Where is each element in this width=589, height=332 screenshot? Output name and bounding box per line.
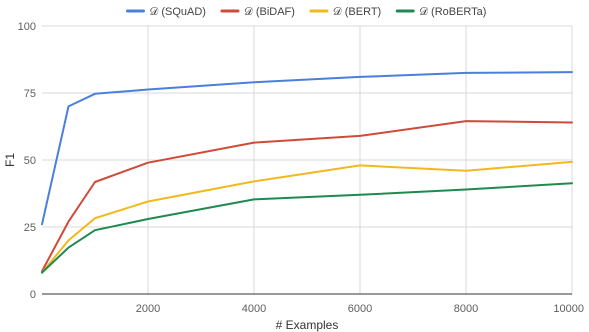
grid-lines	[42, 25, 573, 294]
legend-item: 𝒟 (BiDAF)	[220, 6, 295, 18]
y-tick-labels: 0 25 50 75 100	[18, 21, 36, 301]
x-tick-label: 10000	[553, 303, 584, 315]
series-line	[41, 160, 573, 274]
y-tick-label: 75	[24, 88, 36, 100]
series-line	[41, 71, 573, 226]
legend-label: 𝒟 (BERT)	[333, 6, 381, 18]
y-tick-label: 50	[24, 155, 36, 167]
legend-item: 𝒟 (BERT)	[309, 6, 381, 18]
series-line	[41, 182, 573, 274]
x-tick-label: 2000	[136, 303, 160, 315]
legend-item: 𝒟 (SQuAD)	[126, 6, 206, 18]
legend-label: 𝒟 (BiDAF)	[244, 6, 295, 18]
legend-label: 𝒟 (SQuAD)	[150, 6, 206, 18]
y-tick-label: 25	[24, 222, 36, 234]
legend-label: 𝒟 (RoBERTa)	[419, 6, 486, 18]
x-axis-title: # Examples	[276, 318, 339, 332]
y-tick-label: 100	[18, 21, 36, 33]
legend: 𝒟 (SQuAD) 𝒟 (BiDAF) 𝒟 (BERT) 𝒟 (RoBERTa)	[126, 6, 486, 18]
y-axis-title: F1	[3, 153, 17, 167]
legend-item: 𝒟 (RoBERTa)	[395, 6, 486, 18]
x-tick-label: 4000	[242, 303, 266, 315]
series-line	[41, 120, 573, 273]
y-tick-label: 0	[30, 289, 36, 301]
x-tick-labels: 2000 4000 6000 8000 10000	[136, 303, 584, 315]
x-tick-label: 6000	[348, 303, 372, 315]
series-lines	[41, 71, 573, 274]
x-tick-label: 8000	[454, 303, 478, 315]
